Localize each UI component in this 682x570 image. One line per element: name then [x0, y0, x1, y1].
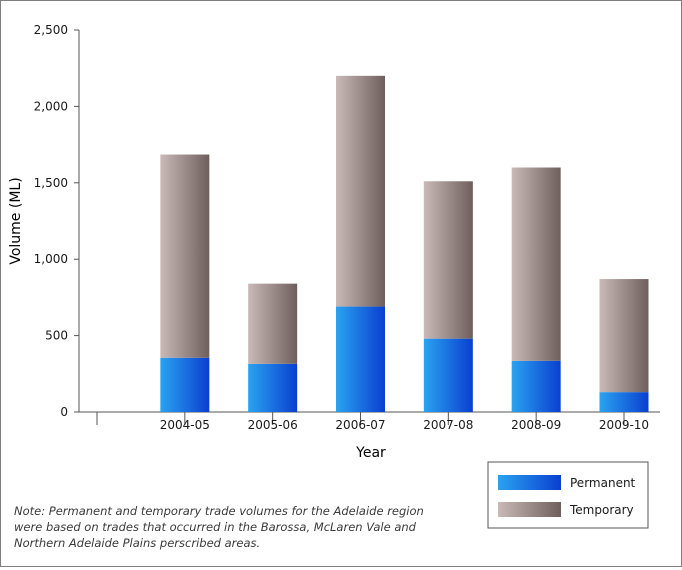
y-tick-label: 1,500	[34, 176, 68, 190]
x-tick-label: 2006-07	[335, 418, 385, 432]
y-tick-label: 1,000	[34, 252, 68, 266]
plot-area: 0 500 1,000 1,500 2,000 2,500 2004-05 2005-06 20…	[34, 23, 660, 432]
legend-label-permanent: Permanent	[570, 476, 636, 490]
bar-temporary-2007-08	[423, 181, 473, 339]
bar-permanent-2005-06	[248, 363, 298, 412]
bar-permanent-2008-09	[511, 360, 561, 412]
legend-label-temporary: Temporary	[569, 503, 634, 517]
y-tick-label: 2,500	[34, 23, 68, 37]
x-axis-title: Year	[355, 445, 386, 461]
y-axis-title: Volume (ML)	[8, 177, 24, 264]
bar-temporary-2009-10	[599, 279, 649, 393]
bar-temporary-2004-05	[160, 154, 210, 358]
bar-permanent-2004-05	[160, 357, 210, 412]
x-tick-label: 2005-06	[248, 418, 298, 432]
bar-temporary-2005-06	[248, 283, 298, 364]
bar-permanent-2009-10	[599, 392, 649, 412]
legend-swatch-temporary	[498, 502, 561, 517]
y-tick-label: 500	[45, 329, 68, 343]
legend-box	[487, 461, 649, 529]
bar-temporary-2006-07	[336, 75, 385, 307]
bar-permanent-2007-08	[423, 338, 473, 412]
x-tick-label: 2008-09	[511, 418, 561, 432]
x-tick-label: 2009-10	[599, 418, 649, 432]
legend-swatch-permanent	[498, 475, 561, 490]
y-tick-label: 2,000	[34, 99, 68, 113]
x-tick-label: 2004-05	[160, 418, 210, 432]
bar-permanent-2006-07	[336, 306, 385, 412]
legend: Permanent Temporary	[487, 461, 649, 529]
bar-temporary-2008-09	[511, 167, 561, 361]
chart-footnote: Note: Permanent and temporary trade volu…	[14, 504, 424, 550]
y-tick-label: 0	[60, 405, 68, 419]
x-tick-label: 2007-08	[423, 418, 473, 432]
